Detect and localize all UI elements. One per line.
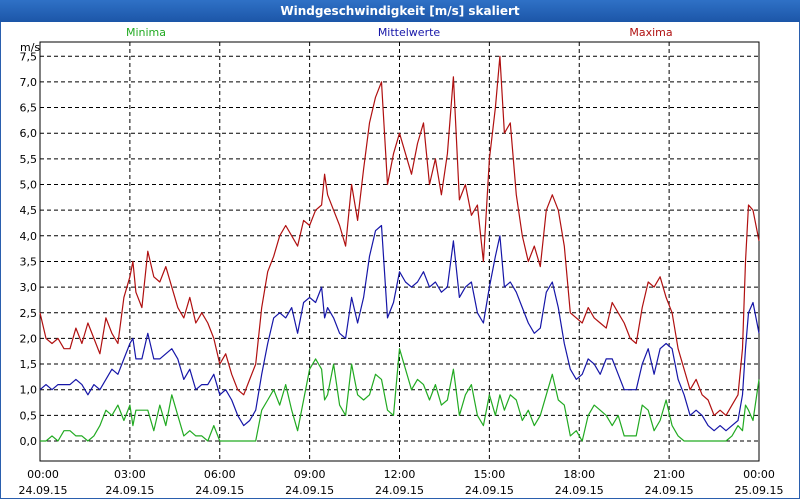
y-tick-label: 7,0 [20,76,38,89]
legend-maxima: Maxima [629,26,672,39]
chart-title: Windgeschwindigkeit [m/s] skaliert [0,0,800,22]
x-tick-date: 24.09.15 [19,484,68,497]
y-tick-label: 6,5 [20,102,38,115]
legend-minima: Minima [126,26,166,39]
y-tick-label: 3,5 [20,255,38,268]
grid-lines [40,42,759,461]
y-axis-ticks: 0,0 0,5 1,0 1,5 2,0 2,5 3,0 3,5 4,0 4,5 5,0 5,5 6,0 6… [20,50,38,448]
x-tick-date: 24.09.15 [285,484,334,497]
x-tick-time: 06:00 [204,468,236,481]
y-tick-label: 1,5 [20,358,38,371]
x-tick-date: 24.09.15 [195,484,244,497]
x-tick-time: 00:00 [743,468,775,481]
series-line-minima [40,348,760,442]
y-tick-label: 0,0 [20,435,38,448]
x-tick-time: 12:00 [384,468,416,481]
x-tick-time: 09:00 [294,468,326,481]
plot-area-border [39,41,760,462]
y-tick-label: 7,5 [20,50,38,63]
x-tick-date: 24.09.15 [555,484,604,497]
x-axis-ticks: 00:00 24.09.15 03:00 24.09.15 06:00 24.09.15 0… [19,468,784,497]
legend-mittelwerte: Mittelwerte [378,26,441,39]
series-line-mittelwerte [39,224,760,432]
y-tick-label: 1,0 [20,384,38,397]
y-tick-label: 4,0 [20,230,38,243]
x-tick-date: 24.09.15 [105,484,154,497]
y-tick-label: 2,5 [20,307,38,320]
x-tick-time: 00:00 [27,468,59,481]
y-tick-label: 5,0 [20,179,38,192]
series-layer [39,55,760,442]
x-tick-time: 15:00 [474,468,506,481]
y-tick-label: 6,0 [20,127,38,140]
y-tick-label: 2,0 [20,332,38,345]
x-tick-time: 21:00 [653,468,685,481]
x-tick-date: 24.09.15 [465,484,514,497]
y-tick-label: 3,0 [20,281,38,294]
x-tick-date: 24.09.15 [645,484,694,497]
x-tick-time: 18:00 [563,468,595,481]
y-tick-label: 5,5 [20,153,38,166]
x-tick-date: 24.09.15 [375,484,424,497]
series-line-maxima [39,55,760,416]
y-tick-label: 0,5 [20,409,38,422]
y-axis-label: m/s [20,41,40,54]
x-tick-time: 03:00 [114,468,146,481]
y-tick-label: 4,5 [20,204,38,217]
x-tick-date: 25.09.15 [735,484,784,497]
